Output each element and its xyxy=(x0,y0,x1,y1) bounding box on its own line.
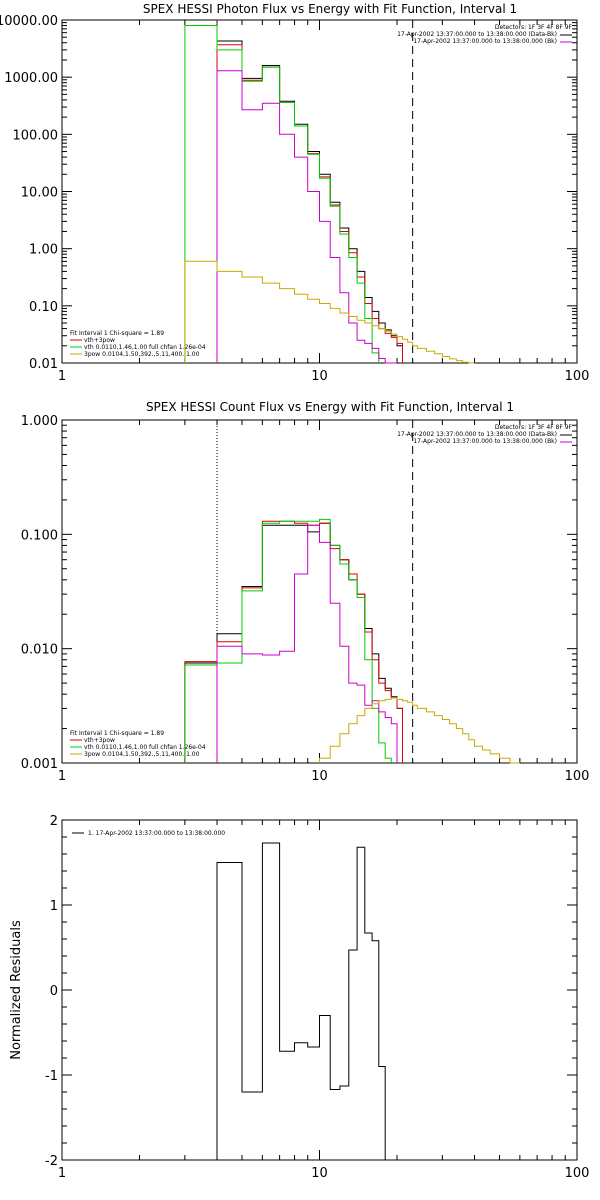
detectors-label: Detectors: 1F 3F 4F 8F 9F xyxy=(495,424,573,431)
x-tick-label: 10 xyxy=(311,1166,328,1181)
chart-title: SPEX HESSI Count Flux vs Energy with Fit… xyxy=(146,400,514,414)
data-series-line xyxy=(184,522,403,763)
x-tick-label: 10 xyxy=(311,369,328,384)
data-series-line xyxy=(216,70,397,364)
fit-model: vth+3pow xyxy=(84,337,115,344)
y-tick-label: 1.00 xyxy=(29,243,58,258)
y-tick-label: 10000.00 xyxy=(0,14,58,29)
data-series-line xyxy=(184,260,475,364)
fit-info: Fit Interval 1 Chi-square = 1.89 xyxy=(70,330,164,337)
y-axis-label: Normalized Residuals xyxy=(9,920,24,1060)
photon-flux-panel: SPEX HESSI Photon Flux vs Energy with Fi… xyxy=(0,2,589,384)
y-tick-label: -1 xyxy=(45,1069,58,1084)
plot-frame xyxy=(61,819,578,1161)
chart-title: SPEX HESSI Photon Flux vs Energy with Fi… xyxy=(143,2,517,16)
fit-3pow: 3pow 0.0104,1.50,392.,5.11,400.,1.00 xyxy=(84,351,200,358)
y-tick-label: 10.00 xyxy=(21,186,58,201)
y-tick-label: 0.01 xyxy=(29,357,58,372)
data-series-line xyxy=(216,842,413,1161)
data-series-line xyxy=(216,44,403,363)
y-tick-label: 0.001 xyxy=(21,757,58,772)
y-tick-label: 2 xyxy=(50,814,58,829)
data-series-line xyxy=(184,518,392,763)
y-tick-label: 100.00 xyxy=(13,128,59,143)
x-tick-label: 1 xyxy=(58,769,66,784)
background-interval-label: 17-Apr-2002 13:37:00.000 to 13:38:00.000… xyxy=(413,38,557,45)
data-series-line xyxy=(184,25,380,363)
fit-vth: vth 0.0110,1.46,1.00 full chfan 1.26e-04 xyxy=(84,344,206,351)
background-interval-label: 17-Apr-2002 13:37:00.000 to 13:38:00.000… xyxy=(413,438,557,445)
y-tick-label: -2 xyxy=(45,1154,58,1169)
data-series-line xyxy=(319,697,520,764)
data-series-line xyxy=(216,524,398,763)
data-interval-label: 17-Apr-2002 13:37:00.000 to 13:38:00.000… xyxy=(397,431,557,438)
count-flux-panel: SPEX HESSI Count Flux vs Energy with Fit… xyxy=(21,400,590,784)
data-series-line xyxy=(216,40,403,363)
data-series-line xyxy=(184,520,403,763)
y-tick-label: 0 xyxy=(50,984,58,999)
fit-3pow: 3pow 0.0104,1.50,392.,5.11,400.,1.00 xyxy=(84,751,200,758)
y-tick-label: 0.10 xyxy=(29,300,58,315)
fit-info: Fit Interval 1 Chi-square = 1.89 xyxy=(70,730,164,737)
x-tick-label: 1 xyxy=(58,369,66,384)
y-tick-label: 0.100 xyxy=(21,528,58,543)
y-tick-label: 1000.00 xyxy=(4,71,58,86)
legend-text: 1. 17-Apr-2002 13:37:00.000 to 13:38:00.… xyxy=(88,830,225,837)
y-tick-label: 1 xyxy=(50,899,58,914)
detectors-label: Detectors: 1F 3F 4F 8F 9F xyxy=(495,24,573,31)
y-tick-label: 0.010 xyxy=(21,643,58,658)
data-interval-label: 17-Apr-2002 13:37:00.000 to 13:38:00.000… xyxy=(397,31,557,38)
fit-vth: vth 0.0110,1.46,1.00 full chfan 1.26e-04 xyxy=(84,744,206,751)
x-tick-label: 100 xyxy=(565,369,590,384)
x-tick-label: 100 xyxy=(565,769,590,784)
x-tick-label: 1 xyxy=(58,1166,66,1181)
plot-frame xyxy=(61,419,578,764)
x-tick-label: 10 xyxy=(311,769,328,784)
y-tick-label: 1.000 xyxy=(21,414,58,429)
x-tick-label: 100 xyxy=(565,1166,590,1181)
fit-model: vth+3pow xyxy=(84,737,115,744)
residuals-panel: 1. 17-Apr-2002 13:37:00.000 to 13:38:00.… xyxy=(9,814,589,1181)
